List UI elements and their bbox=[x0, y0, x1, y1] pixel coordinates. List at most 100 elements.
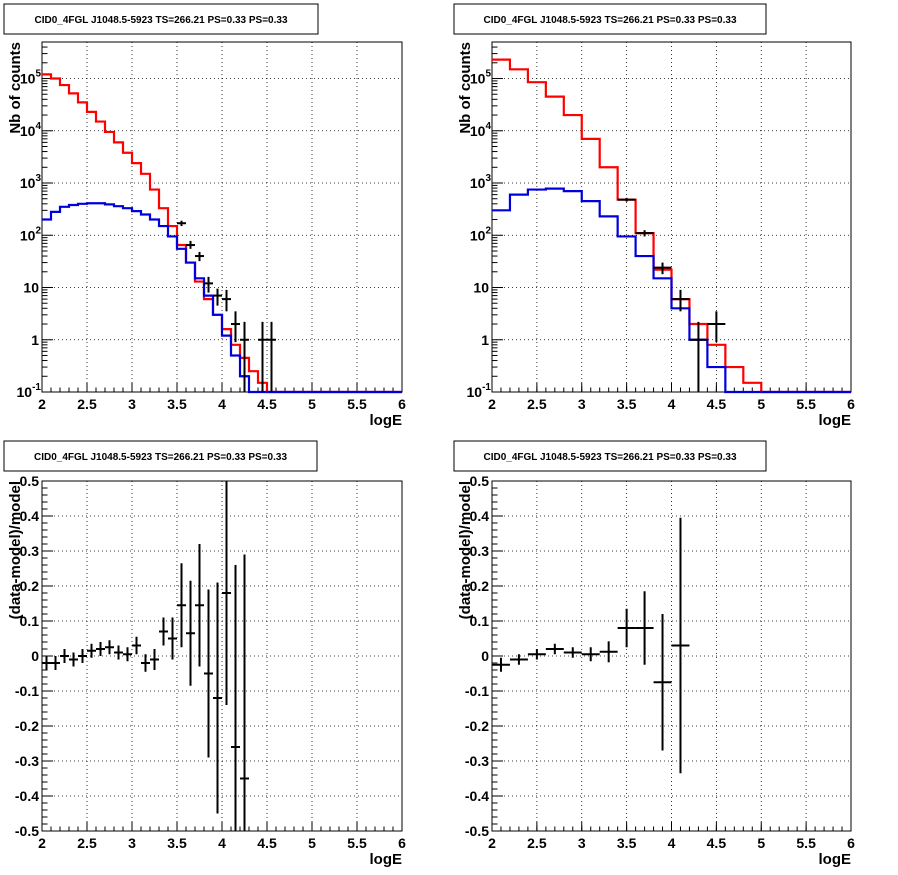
data-point bbox=[653, 262, 672, 275]
x-tick-label: 5 bbox=[757, 396, 765, 412]
y-axis-title: Nb of counts bbox=[7, 42, 24, 134]
y-tick-label: -0.1 bbox=[15, 683, 39, 699]
y-tick-label: 103 bbox=[470, 173, 492, 191]
y-tick-label: 104 bbox=[470, 121, 492, 139]
residual-point bbox=[159, 617, 168, 646]
x-tick-label: 3 bbox=[128, 835, 136, 851]
chart-title: CID0_4FGL J1048.5-5923 TS=266.21 PS=0.33… bbox=[483, 15, 736, 26]
y-tick-label: 0.4 bbox=[20, 508, 40, 524]
residual-point bbox=[69, 652, 78, 667]
y-tick-label: -0.2 bbox=[15, 718, 39, 734]
x-tick-label: 5.5 bbox=[347, 396, 367, 412]
residual-point bbox=[177, 563, 186, 648]
y-tick-label: -0.3 bbox=[465, 753, 489, 769]
residual-point bbox=[581, 647, 600, 662]
x-tick-label: 3.5 bbox=[167, 835, 187, 851]
y-tick-label: 1 bbox=[31, 332, 39, 348]
x-axis-title: logE bbox=[819, 851, 852, 868]
data-point bbox=[177, 220, 186, 227]
y-tick-label: 0.5 bbox=[470, 473, 490, 489]
data-point bbox=[267, 321, 276, 392]
residual-point bbox=[78, 649, 87, 663]
x-tick-label: 3 bbox=[128, 396, 136, 412]
y-tick-label: 0 bbox=[481, 648, 489, 664]
x-tick-label: 5.5 bbox=[796, 396, 816, 412]
chart-panel-1: 2 2.5 3 3.5 4 4.5 5 5.5 6 10-1 1 10 102 103 104 105 logE… bbox=[3, 3, 406, 429]
x-tick-label: 4.5 bbox=[707, 835, 727, 851]
residual-point bbox=[123, 647, 132, 662]
chart-title: CID0_4FGL J1048.5-5923 TS=266.21 PS=0.33… bbox=[483, 452, 736, 463]
residual-point bbox=[617, 608, 636, 648]
y-tick-label: 10-1 bbox=[17, 382, 42, 400]
x-tick-label: 4 bbox=[218, 835, 226, 851]
x-tick-label: 3 bbox=[578, 835, 586, 851]
y-axis-title: Nb of counts bbox=[457, 42, 474, 134]
y-tick-label: 0.2 bbox=[470, 578, 490, 594]
chart-title: CID0_4FGL J1048.5-5923 TS=266.21 PS=0.33… bbox=[34, 15, 287, 26]
residual-point bbox=[563, 647, 582, 658]
residual-point bbox=[213, 582, 222, 814]
y-tick-label: 0.4 bbox=[470, 508, 490, 524]
histogram-series-1 bbox=[492, 58, 851, 394]
residual-point bbox=[42, 656, 51, 670]
x-tick-label: 2.5 bbox=[77, 396, 97, 412]
histogram-series-2 bbox=[492, 187, 851, 394]
data-point bbox=[195, 251, 204, 262]
residual-point bbox=[599, 641, 618, 663]
data-point bbox=[689, 321, 708, 392]
y-tick-label: 0.5 bbox=[20, 473, 40, 489]
data-point bbox=[617, 197, 636, 202]
x-tick-label: 6 bbox=[398, 835, 406, 851]
y-axis-title: (data-model)/model bbox=[7, 481, 24, 619]
residual-point bbox=[222, 481, 231, 705]
x-tick-label: 6 bbox=[398, 396, 406, 412]
residual-point bbox=[231, 565, 240, 831]
y-tick-label: 10-1 bbox=[467, 382, 492, 400]
residual-point bbox=[635, 591, 654, 665]
data-point bbox=[186, 240, 195, 249]
residual-point bbox=[186, 580, 195, 686]
data-point bbox=[240, 321, 249, 392]
residual-point bbox=[60, 649, 69, 663]
chart-title-box: CID0_4FGL J1048.5-5923 TS=266.21 PS=0.33… bbox=[453, 440, 767, 472]
x-tick-label: 3.5 bbox=[167, 396, 187, 412]
x-tick-label: 5 bbox=[308, 396, 316, 412]
x-tick-label: 2 bbox=[488, 835, 496, 851]
x-axis-title: logE bbox=[819, 412, 852, 429]
x-tick-label: 5 bbox=[757, 835, 765, 851]
histogram-series-2 bbox=[42, 202, 402, 394]
y-tick-label: 104 bbox=[20, 121, 42, 139]
data-point bbox=[671, 289, 690, 312]
x-tick-label: 4 bbox=[668, 835, 676, 851]
y-tick-label: 0.3 bbox=[20, 543, 40, 559]
residual-point bbox=[492, 657, 510, 672]
x-axis-title: logE bbox=[370, 851, 403, 868]
x-tick-label: 3.5 bbox=[617, 396, 637, 412]
data-point bbox=[231, 311, 240, 343]
y-tick-label: -0.5 bbox=[15, 823, 39, 839]
x-tick-label: 4.5 bbox=[707, 396, 727, 412]
x-tick-label: 2.5 bbox=[527, 396, 547, 412]
residual-point bbox=[141, 654, 150, 672]
residual-point bbox=[51, 656, 60, 670]
residual-point bbox=[545, 643, 564, 655]
y-tick-label: -0.3 bbox=[15, 753, 39, 769]
x-tick-label: 2.5 bbox=[77, 835, 97, 851]
x-tick-label: 4 bbox=[668, 396, 676, 412]
chart-title: CID0_4FGL J1048.5-5923 TS=266.21 PS=0.33… bbox=[34, 452, 287, 463]
y-tick-label: 105 bbox=[20, 69, 42, 87]
residual-point bbox=[168, 617, 177, 660]
y-tick-label: -0.4 bbox=[465, 788, 489, 804]
chart-title-box: CID0_4FGL J1048.5-5923 TS=266.21 PS=0.33… bbox=[3, 440, 318, 472]
y-tick-label: -0.4 bbox=[15, 788, 39, 804]
residual-point bbox=[653, 614, 672, 751]
y-tick-label: -0.1 bbox=[465, 683, 489, 699]
data-point bbox=[258, 321, 267, 392]
data-point bbox=[213, 288, 222, 306]
x-tick-label: 5 bbox=[308, 835, 316, 851]
y-tick-label: 102 bbox=[20, 225, 42, 243]
x-tick-label: 3 bbox=[578, 396, 586, 412]
data-point bbox=[635, 230, 654, 237]
x-axis-title: logE bbox=[370, 412, 403, 429]
